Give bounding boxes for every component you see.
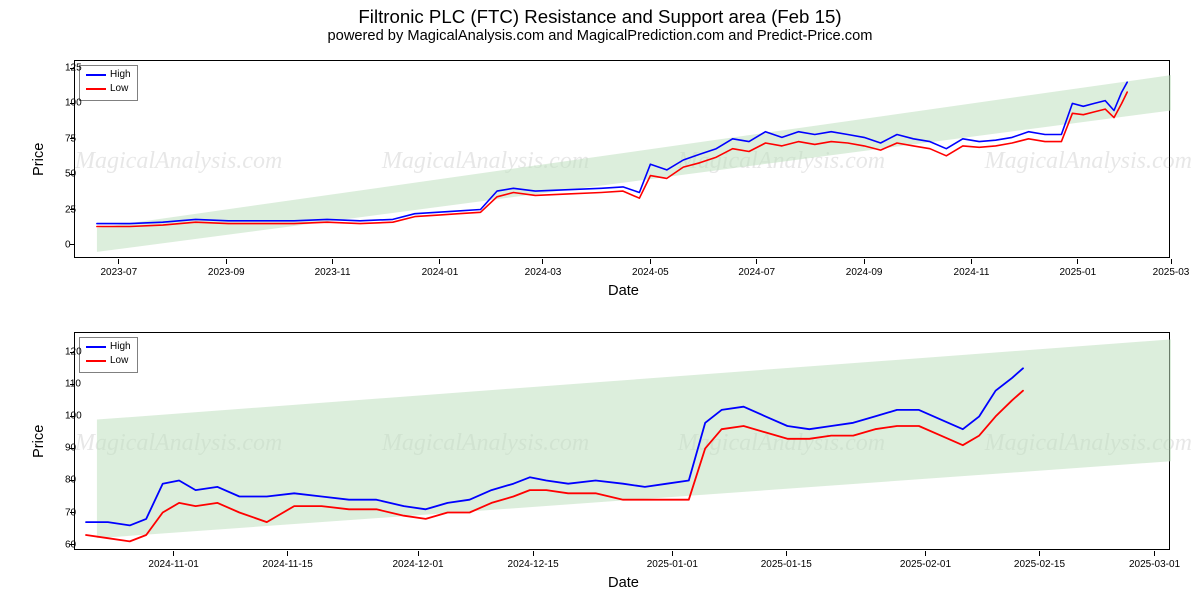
bottom-chart-plot-area: MagicalAnalysis.com MagicalAnalysis.com Ma… bbox=[74, 332, 1170, 550]
x-tick bbox=[786, 551, 787, 556]
x-tick bbox=[226, 259, 227, 264]
x-tick bbox=[672, 551, 673, 556]
x-tick bbox=[533, 551, 534, 556]
x-tick bbox=[1154, 551, 1155, 556]
x-tick-label: 2024-11-15 bbox=[262, 559, 312, 570]
x-tick-label: 2024-11 bbox=[954, 267, 990, 278]
support-resistance-band bbox=[97, 75, 1171, 252]
legend-label: Low bbox=[110, 354, 128, 368]
x-tick-label: 2025-01-01 bbox=[647, 559, 698, 570]
x-tick bbox=[1039, 551, 1040, 556]
x-tick bbox=[118, 259, 119, 264]
top-series-low bbox=[97, 92, 1127, 226]
x-tick bbox=[1171, 259, 1172, 264]
x-tick-label: 2025-01 bbox=[1059, 267, 1096, 278]
top-ylabel: Price bbox=[31, 143, 47, 176]
x-tick bbox=[542, 259, 543, 264]
legend-item: Low bbox=[86, 354, 131, 368]
legend-label: Low bbox=[110, 82, 128, 96]
x-tick-label: 2024-05 bbox=[632, 267, 669, 278]
x-tick bbox=[925, 551, 926, 556]
x-tick bbox=[287, 551, 288, 556]
x-tick bbox=[173, 551, 174, 556]
x-tick-label: 2025-02-01 bbox=[900, 559, 951, 570]
legend-swatch bbox=[86, 346, 106, 348]
legend-item: High bbox=[86, 340, 131, 354]
bottom-series-low bbox=[86, 391, 1023, 542]
watermark-text: MagicalAnalysis.com bbox=[678, 148, 885, 175]
x-tick-label: 2024-09 bbox=[846, 267, 883, 278]
top-legend: HighLow bbox=[79, 65, 138, 101]
top-series-high bbox=[97, 82, 1127, 223]
bottom-ylabel: Price bbox=[31, 425, 47, 458]
x-tick bbox=[439, 259, 440, 264]
watermark-text: MagicalAnalysis.com bbox=[382, 430, 589, 457]
legend-item: Low bbox=[86, 82, 131, 96]
x-tick bbox=[1077, 259, 1078, 264]
x-tick-label: 2025-02-15 bbox=[1014, 559, 1065, 570]
x-tick bbox=[756, 259, 757, 264]
x-tick bbox=[332, 259, 333, 264]
x-tick-label: 2023-07 bbox=[100, 267, 137, 278]
support-resistance-band bbox=[97, 339, 1171, 538]
x-tick-label: 2024-01 bbox=[422, 267, 459, 278]
x-tick-label: 2023-09 bbox=[208, 267, 245, 278]
legend-swatch bbox=[86, 74, 106, 76]
legend-swatch bbox=[86, 360, 106, 362]
x-tick-label: 2024-03 bbox=[525, 267, 562, 278]
x-tick bbox=[971, 259, 972, 264]
x-tick-label: 2025-03 bbox=[1153, 267, 1190, 278]
x-tick bbox=[864, 259, 865, 264]
top-xlabel: Date bbox=[608, 283, 639, 299]
watermark-text: MagicalAnalysis.com bbox=[382, 148, 589, 175]
figure-title: Filtronic PLC (FTC) Resistance and Suppo… bbox=[0, 6, 1200, 28]
x-tick-label: 2024-12-01 bbox=[392, 559, 443, 570]
figure-subtitle: powered by MagicalAnalysis.com and Magic… bbox=[0, 28, 1200, 44]
watermark-text: MagicalAnalysis.com bbox=[678, 430, 885, 457]
legend-item: High bbox=[86, 68, 131, 82]
x-tick-label: 2024-12-15 bbox=[508, 559, 559, 570]
bottom-xlabel: Date bbox=[608, 575, 639, 591]
legend-label: High bbox=[110, 68, 131, 82]
watermark-text: MagicalAnalysis.com bbox=[985, 148, 1192, 175]
legend-swatch bbox=[86, 88, 106, 90]
watermark-text: MagicalAnalysis.com bbox=[75, 430, 282, 457]
x-tick-label: 2025-03-01 bbox=[1129, 559, 1180, 570]
bottom-legend: HighLow bbox=[79, 337, 138, 373]
x-tick-label: 2025-01-15 bbox=[761, 559, 812, 570]
x-tick-label: 2023-11 bbox=[315, 267, 351, 278]
x-tick-label: 2024-11-01 bbox=[148, 559, 198, 570]
x-tick bbox=[650, 259, 651, 264]
watermark-text: MagicalAnalysis.com bbox=[985, 430, 1192, 457]
top-chart-plot-area: MagicalAnalysis.com MagicalAnalysis.com Ma… bbox=[74, 60, 1170, 258]
bottom-series-high bbox=[86, 368, 1023, 525]
figure-root: Filtronic PLC (FTC) Resistance and Suppo… bbox=[0, 0, 1200, 600]
legend-label: High bbox=[110, 340, 131, 354]
x-tick bbox=[418, 551, 419, 556]
watermark-text: MagicalAnalysis.com bbox=[75, 148, 282, 175]
x-tick-label: 2024-07 bbox=[738, 267, 775, 278]
